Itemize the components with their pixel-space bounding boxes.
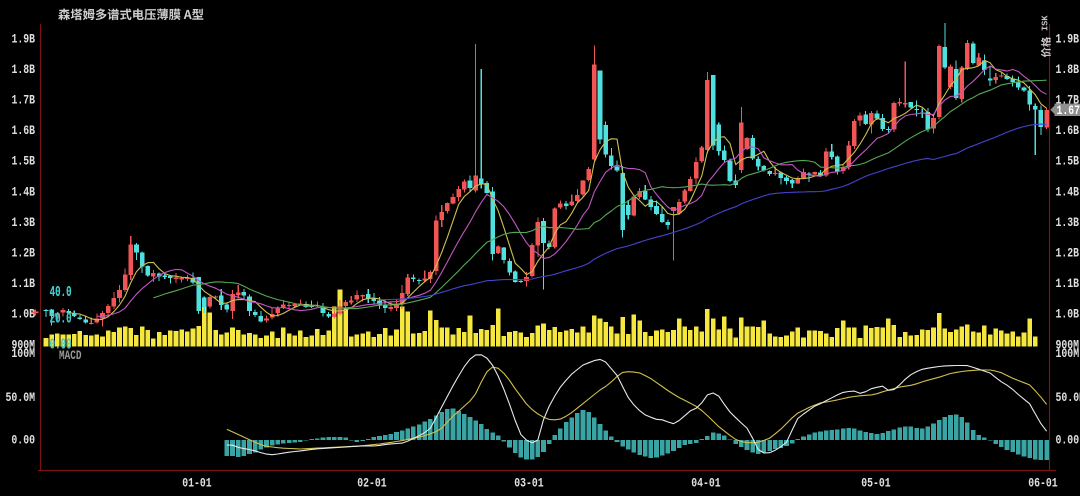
svg-text:100M: 100M: [11, 346, 35, 361]
svg-text:1.5B: 1.5B: [12, 154, 36, 169]
svg-text:1.7B: 1.7B: [12, 93, 36, 108]
svg-text:01-01: 01-01: [182, 476, 212, 491]
svg-text:02-01: 02-01: [357, 476, 387, 491]
svg-text:900M: 900M: [1056, 337, 1080, 352]
svg-text:0.00: 0.00: [50, 336, 72, 353]
svg-text:1.9B: 1.9B: [12, 31, 36, 46]
svg-text:1.3B: 1.3B: [1056, 215, 1080, 230]
svg-text:03-01: 03-01: [514, 476, 544, 491]
svg-text:1.4B: 1.4B: [12, 184, 36, 199]
svg-text:100M: 100M: [1056, 346, 1080, 361]
svg-text:1.6B: 1.6B: [1056, 123, 1080, 138]
svg-text:40.0: 40.0: [50, 284, 72, 301]
svg-text:1.5B: 1.5B: [1056, 154, 1080, 169]
svg-text:1.8B: 1.8B: [12, 62, 36, 77]
svg-text:1.3B: 1.3B: [12, 215, 36, 230]
svg-text:1.1B: 1.1B: [1056, 276, 1080, 291]
svg-text:20.0: 20.0: [50, 310, 72, 327]
svg-text:1.67B: 1.67B: [1057, 103, 1080, 118]
svg-text:MACD: MACD: [59, 348, 82, 363]
svg-text:900M: 900M: [12, 337, 36, 352]
svg-text:05-01: 05-01: [861, 476, 891, 491]
svg-text:1.0B: 1.0B: [12, 307, 36, 322]
svg-text:1.9B: 1.9B: [1056, 31, 1080, 46]
svg-text:1.4B: 1.4B: [1056, 184, 1080, 199]
svg-text:0.00: 0.00: [1056, 432, 1080, 447]
svg-text:04-01: 04-01: [691, 476, 721, 491]
svg-text:50.0M: 50.0M: [1056, 390, 1080, 405]
svg-text:0.00: 0.00: [11, 432, 35, 447]
svg-text:1.1B: 1.1B: [12, 276, 36, 291]
svg-text:1.2B: 1.2B: [12, 246, 36, 261]
svg-text:1.6B: 1.6B: [12, 123, 36, 138]
svg-text:1.8B: 1.8B: [1056, 62, 1080, 77]
svg-text:1.2B: 1.2B: [1056, 246, 1080, 261]
svg-text:40.0: 40.0: [50, 284, 72, 301]
svg-text:1.0B: 1.0B: [1056, 307, 1080, 322]
svg-text:50.0M: 50.0M: [6, 390, 36, 405]
svg-text:06-01: 06-01: [1028, 476, 1058, 491]
